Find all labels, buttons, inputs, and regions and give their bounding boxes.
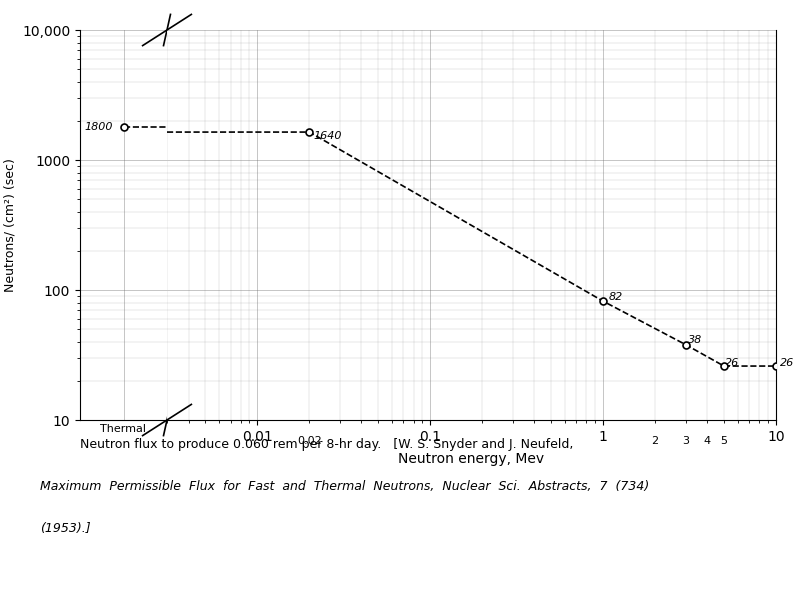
- Text: 38: 38: [688, 335, 702, 346]
- Text: 0.02: 0.02: [297, 436, 322, 446]
- Text: 5: 5: [721, 436, 727, 446]
- Text: 4: 4: [704, 436, 710, 446]
- Text: 82: 82: [609, 292, 623, 302]
- Y-axis label: Neutrons/ (cm²) (sec): Neutrons/ (cm²) (sec): [3, 158, 17, 292]
- Text: Maximum  Permissible  Flux  for  Fast  and  Thermal  Neutrons,  Nuclear  Sci.  A: Maximum Permissible Flux for Fast and Th…: [40, 480, 650, 493]
- Text: 26: 26: [780, 358, 794, 368]
- Text: 1800: 1800: [85, 122, 113, 132]
- Text: 1640: 1640: [313, 131, 342, 142]
- Text: 2: 2: [652, 436, 658, 446]
- Text: 26: 26: [726, 358, 740, 368]
- Text: 3: 3: [682, 436, 689, 446]
- Text: (1953).]: (1953).]: [40, 522, 90, 535]
- Text: Neutron flux to produce 0.060 rem per 8-hr day.   [W. S. Snyder and J. Neufeld,: Neutron flux to produce 0.060 rem per 8-…: [80, 438, 574, 451]
- X-axis label: Neutron energy, Mev: Neutron energy, Mev: [398, 452, 545, 466]
